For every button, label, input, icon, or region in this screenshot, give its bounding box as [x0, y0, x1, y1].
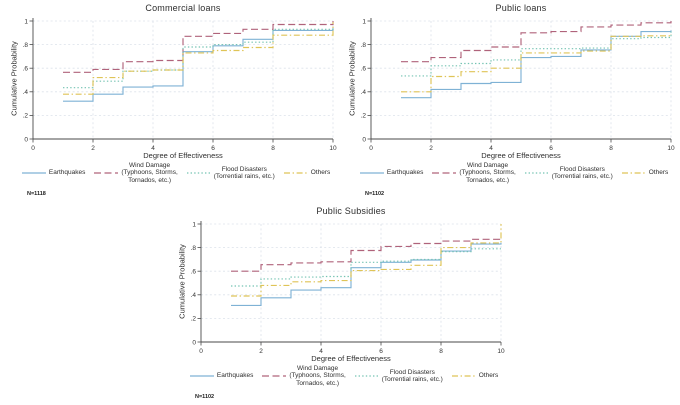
svg-text:0: 0 — [192, 339, 196, 346]
earthquakes-line-swatch — [359, 172, 384, 174]
legend-item-flood-disasters: Flood Disasters (Torrential rains, etc.) — [186, 165, 275, 181]
legend-item-label: Others — [648, 169, 671, 177]
plot-area: 0.2.4.6.810 2 4 6 8 10 — [23, 18, 337, 152]
legend-item-others: Others — [451, 372, 501, 380]
legend-item-earthquakes: Earthquakes — [21, 169, 86, 177]
svg-text:.8: .8 — [191, 245, 197, 252]
svg-text:.8: .8 — [361, 42, 367, 49]
svg-text:4: 4 — [319, 348, 323, 355]
svg-text:0: 0 — [369, 145, 373, 152]
svg-text:6: 6 — [379, 348, 383, 355]
wind-damage-line-swatch — [262, 375, 287, 377]
svg-text:.4: .4 — [191, 292, 197, 299]
legend-item-earthquakes: Earthquakes — [189, 372, 254, 380]
chart-title: Public loans — [495, 3, 547, 13]
svg-text:8: 8 — [271, 145, 275, 152]
svg-text:.4: .4 — [23, 89, 29, 96]
chart-title: Commercial loans — [145, 3, 221, 13]
legend-item-flood-disasters: Flood Disasters (Torrential rains, etc.) — [354, 368, 443, 384]
chart-title: Public Subsidies — [316, 206, 386, 216]
flood-disasters-line-swatch — [186, 172, 211, 174]
x-axis-title: Degree of Effectiveness — [311, 354, 391, 363]
x-axis-title: Degree of Effectiveness — [481, 151, 561, 160]
legend-item-label: Earthquakes — [216, 372, 254, 380]
svg-text:.4: .4 — [361, 89, 367, 96]
chart-commercial-loans: Commercial loans Cumulative Probability … — [3, 2, 339, 202]
flood-disasters-line-swatch — [354, 375, 379, 377]
svg-text:0: 0 — [362, 136, 366, 143]
legend-item-label: Flood Disasters (Torrential rains, etc.) — [381, 368, 443, 384]
legend-item-others: Others — [621, 169, 671, 177]
legend-item-wind-damage: Wind Damage (Typhoons, Storms, Tornados,… — [432, 162, 516, 184]
svg-text:.8: .8 — [23, 42, 29, 49]
svg-text:4: 4 — [489, 145, 493, 152]
svg-text:10: 10 — [497, 348, 505, 355]
svg-text:.2: .2 — [191, 316, 197, 323]
svg-text:.6: .6 — [23, 66, 29, 73]
legend-item-label: Wind Damage (Typhoons, Storms, Tornados,… — [289, 365, 346, 387]
svg-text:4: 4 — [151, 145, 155, 152]
svg-text:1: 1 — [192, 221, 196, 228]
plot-area: 0.2.4.6.810 2 4 6 8 10 — [191, 221, 505, 355]
legend-item-wind-damage: Wind Damage (Typhoons, Storms, Tornados,… — [94, 162, 178, 184]
legend-item-flood-disasters: Flood Disasters (Torrential rains, etc.) — [524, 165, 613, 181]
sample-size-label: N=1118 — [27, 191, 46, 197]
legend-item-earthquakes: Earthquakes — [359, 169, 424, 177]
svg-text:.6: .6 — [361, 66, 367, 73]
earthquakes-line-swatch — [189, 375, 214, 377]
legend-item-label: Flood Disasters (Torrential rains, etc.) — [551, 165, 613, 181]
svg-text:0: 0 — [24, 136, 28, 143]
svg-text:0: 0 — [199, 348, 203, 355]
flood-disasters-line-swatch — [524, 172, 549, 174]
svg-text:.6: .6 — [191, 269, 197, 276]
sample-size-label: N=1102 — [195, 394, 215, 400]
legend-item-label: Others — [478, 372, 501, 380]
svg-text:1: 1 — [24, 18, 28, 25]
svg-text:.2: .2 — [23, 113, 29, 120]
svg-text:6: 6 — [211, 145, 215, 152]
sample-size-label: N=1102 — [365, 191, 385, 197]
legend-item-label: Others — [310, 169, 333, 177]
svg-text:10: 10 — [667, 145, 675, 152]
legend-item-label: Earthquakes — [386, 169, 424, 177]
svg-text:10: 10 — [329, 145, 337, 152]
others-line-swatch — [451, 375, 476, 377]
legend-item-label: Earthquakes — [48, 169, 86, 177]
svg-text:1: 1 — [362, 18, 366, 25]
legend-item-label: Flood Disasters (Torrential rains, etc.) — [213, 165, 275, 181]
earthquakes-line-swatch — [21, 172, 46, 174]
svg-text:8: 8 — [439, 348, 443, 355]
others-line-swatch — [283, 172, 308, 174]
legend-item-others: Others — [283, 169, 333, 177]
svg-text:2: 2 — [429, 145, 433, 152]
chart-public-subsidies: Public Subsidies Cumulative Probability … — [171, 205, 507, 405]
wind-damage-line-swatch — [94, 172, 119, 174]
legend-item-label: Wind Damage (Typhoons, Storms, Tornados,… — [459, 162, 516, 184]
svg-text:.2: .2 — [361, 113, 367, 120]
svg-text:6: 6 — [549, 145, 553, 152]
plot-area: 0.2.4.6.810 2 4 6 8 10 — [361, 18, 675, 152]
x-axis-title: Degree of Effectiveness — [143, 151, 223, 160]
legend: Earthquakes Wind Damage (Typhoons, Storm… — [19, 162, 335, 184]
svg-text:8: 8 — [609, 145, 613, 152]
legend: Earthquakes Wind Damage (Typhoons, Storm… — [357, 162, 673, 184]
legend: Earthquakes Wind Damage (Typhoons, Storm… — [187, 365, 503, 387]
others-line-swatch — [621, 172, 646, 174]
wind-damage-line-swatch — [432, 172, 457, 174]
chart-public-loans: Public loans Cumulative Probability 0.2.… — [341, 2, 677, 202]
legend-item-label: Wind Damage (Typhoons, Storms, Tornados,… — [121, 162, 178, 184]
svg-text:2: 2 — [259, 348, 263, 355]
svg-text:2: 2 — [91, 145, 95, 152]
legend-item-wind-damage: Wind Damage (Typhoons, Storms, Tornados,… — [262, 365, 346, 387]
svg-text:0: 0 — [31, 145, 35, 152]
